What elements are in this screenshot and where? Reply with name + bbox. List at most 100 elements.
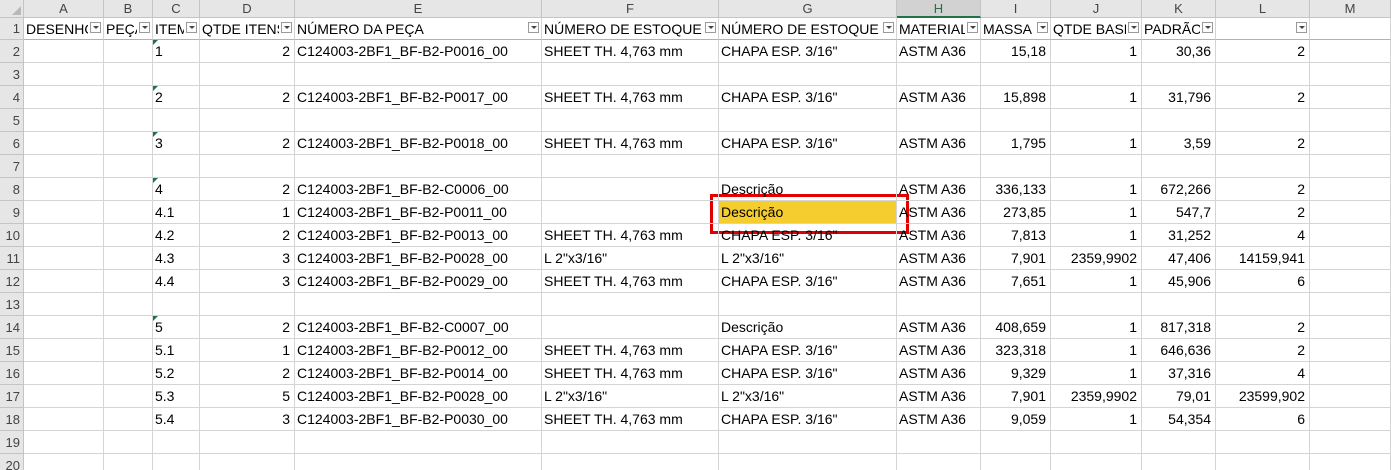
table-cell-c8[interactable]: 4 (153, 178, 200, 201)
table-cell-h18[interactable]: ASTM A36 (897, 408, 981, 431)
table-cell-k16[interactable]: 37,316 (1142, 362, 1216, 385)
table-cell-f6[interactable]: SHEET TH. 4,763 mm (542, 132, 719, 155)
table-cell-f18[interactable]: SHEET TH. 4,763 mm (542, 408, 719, 431)
table-cell-j6[interactable]: 1 (1051, 132, 1142, 155)
table-cell-m9[interactable] (1310, 201, 1391, 224)
table-header-cell[interactable]: NÚMERO DE ESTOQUE (719, 18, 897, 40)
row-header[interactable]: 12 (0, 270, 24, 293)
column-header-m[interactable]: M (1310, 0, 1391, 18)
table-cell-f5[interactable] (542, 109, 719, 132)
table-cell-i7[interactable] (981, 155, 1051, 178)
table-cell-f13[interactable] (542, 293, 719, 316)
filter-dropdown-icon[interactable] (90, 22, 101, 33)
table-cell-k18[interactable]: 54,354 (1142, 408, 1216, 431)
table-cell-i15[interactable]: 323,318 (981, 339, 1051, 362)
table-cell-i3[interactable] (981, 63, 1051, 86)
table-cell-i6[interactable]: 1,795 (981, 132, 1051, 155)
table-cell-k11[interactable]: 47,406 (1142, 247, 1216, 270)
table-cell-f12[interactable]: SHEET TH. 4,763 mm (542, 270, 719, 293)
table-cell-g3[interactable] (719, 63, 897, 86)
filter-dropdown-icon[interactable] (705, 22, 716, 33)
table-cell-c9[interactable]: 4.1 (153, 201, 200, 224)
table-cell-g6[interactable]: CHAPA ESP. 3/16" (719, 132, 897, 155)
table-cell-g7[interactable] (719, 155, 897, 178)
row-header[interactable]: 11 (0, 247, 24, 270)
table-cell-d8[interactable]: 2 (200, 178, 295, 201)
table-cell-c20[interactable] (153, 454, 200, 470)
table-cell-k13[interactable] (1142, 293, 1216, 316)
table-cell-g9[interactable]: Descrição (719, 201, 897, 224)
table-cell-b11[interactable] (104, 247, 153, 270)
table-cell-g12[interactable]: CHAPA ESP. 3/16" (719, 270, 897, 293)
row-header[interactable]: 19 (0, 431, 24, 454)
table-cell-k17[interactable]: 79,01 (1142, 385, 1216, 408)
table-cell-e18[interactable]: C124003-2BF1_BF-B2-P0030_00 (295, 408, 542, 431)
filter-dropdown-icon[interactable] (1037, 22, 1048, 33)
table-cell-a4[interactable] (24, 86, 104, 109)
table-cell-a18[interactable] (24, 408, 104, 431)
row-header[interactable]: 18 (0, 408, 24, 431)
table-cell-j11[interactable]: 2359,9902 (1051, 247, 1142, 270)
table-cell-l2[interactable]: 2 (1216, 40, 1310, 63)
row-header[interactable]: 15 (0, 339, 24, 362)
table-cell-g20[interactable] (719, 454, 897, 470)
table-cell-g15[interactable]: CHAPA ESP. 3/16" (719, 339, 897, 362)
table-cell-j17[interactable]: 2359,9902 (1051, 385, 1142, 408)
table-cell-h8[interactable]: ASTM A36 (897, 178, 981, 201)
column-header-g[interactable]: G (719, 0, 897, 18)
table-cell-h13[interactable] (897, 293, 981, 316)
table-cell-c10[interactable]: 4.2 (153, 224, 200, 247)
table-cell-f17[interactable]: L 2"x3/16" (542, 385, 719, 408)
table-cell-m15[interactable] (1310, 339, 1391, 362)
column-header-i[interactable]: I (981, 0, 1051, 18)
table-cell-j8[interactable]: 1 (1051, 178, 1142, 201)
table-cell-h17[interactable]: ASTM A36 (897, 385, 981, 408)
table-cell-l11[interactable]: 14159,941 (1216, 247, 1310, 270)
table-cell-h7[interactable] (897, 155, 981, 178)
row-header[interactable]: 9 (0, 201, 24, 224)
table-cell-e17[interactable]: C124003-2BF1_BF-B2-P0028_00 (295, 385, 542, 408)
table-cell-l4[interactable]: 2 (1216, 86, 1310, 109)
table-cell-d5[interactable] (200, 109, 295, 132)
table-header-cell[interactable]: QTDE ITENS (200, 18, 295, 40)
table-cell-g18[interactable]: CHAPA ESP. 3/16" (719, 408, 897, 431)
table-cell-c15[interactable]: 5.1 (153, 339, 200, 362)
table-cell-m2[interactable] (1310, 40, 1391, 63)
table-cell-b2[interactable] (104, 40, 153, 63)
table-cell-d10[interactable]: 2 (200, 224, 295, 247)
table-cell-g4[interactable]: CHAPA ESP. 3/16" (719, 86, 897, 109)
row-header[interactable]: 1 (0, 18, 24, 40)
row-header[interactable]: 13 (0, 293, 24, 316)
table-cell-d4[interactable]: 2 (200, 86, 295, 109)
table-cell-b4[interactable] (104, 86, 153, 109)
table-header-cell[interactable]: PADRÃO (1142, 18, 1216, 40)
row-header[interactable]: 3 (0, 63, 24, 86)
filter-dropdown-icon[interactable] (528, 22, 539, 33)
table-cell-b16[interactable] (104, 362, 153, 385)
column-header-l[interactable]: L (1216, 0, 1310, 18)
column-header-c[interactable]: C (153, 0, 200, 18)
table-cell-b9[interactable] (104, 201, 153, 224)
table-cell-d7[interactable] (200, 155, 295, 178)
table-cell-g17[interactable]: L 2"x3/16" (719, 385, 897, 408)
table-cell-j4[interactable]: 1 (1051, 86, 1142, 109)
table-cell-e9[interactable]: C124003-2BF1_BF-B2-P0011_00 (295, 201, 542, 224)
table-cell-a8[interactable] (24, 178, 104, 201)
table-cell-b10[interactable] (104, 224, 153, 247)
table-cell-h16[interactable]: ASTM A36 (897, 362, 981, 385)
table-cell-d12[interactable]: 3 (200, 270, 295, 293)
table-cell-k3[interactable] (1142, 63, 1216, 86)
table-cell-m8[interactable] (1310, 178, 1391, 201)
table-cell-c3[interactable] (153, 63, 200, 86)
row-header[interactable]: 16 (0, 362, 24, 385)
table-cell-l17[interactable]: 23599,902 (1216, 385, 1310, 408)
table-cell-h12[interactable]: ASTM A36 (897, 270, 981, 293)
table-cell-g13[interactable] (719, 293, 897, 316)
table-cell-c13[interactable] (153, 293, 200, 316)
table-cell-k5[interactable] (1142, 109, 1216, 132)
table-cell-l7[interactable] (1216, 155, 1310, 178)
table-cell-g16[interactable]: CHAPA ESP. 3/16" (719, 362, 897, 385)
table-cell-l6[interactable]: 2 (1216, 132, 1310, 155)
table-cell-k10[interactable]: 31,252 (1142, 224, 1216, 247)
table-header-cell[interactable]: MATERIAL (897, 18, 981, 40)
